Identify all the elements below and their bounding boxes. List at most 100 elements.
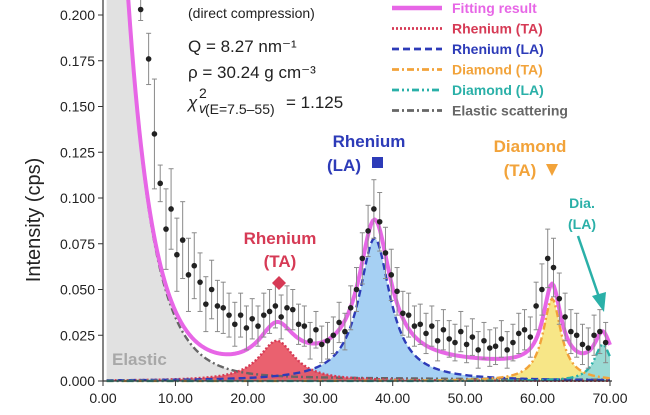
x-tick-label: 20.00 (230, 390, 265, 406)
info-line3: ρ = 30.24 g cm⁻³ (188, 63, 316, 82)
diamond-ta-fill (106, 298, 611, 381)
data-point (313, 326, 319, 333)
data-point (585, 345, 592, 351)
data-point (510, 339, 516, 346)
data-point (423, 330, 429, 337)
data-point (145, 56, 152, 62)
data-point (504, 347, 510, 353)
data-point (521, 326, 528, 333)
data-point (539, 286, 545, 293)
data-point (220, 305, 227, 311)
diamond-ta-triangle-marker (546, 164, 558, 176)
data-point (237, 312, 244, 318)
y-tick-label: 0.025 (60, 327, 95, 343)
info-chi-subscript: (E=7.5–55) (205, 101, 275, 117)
data-point (324, 337, 331, 344)
data-point (289, 306, 296, 313)
data-point (365, 228, 371, 234)
data-point (179, 237, 186, 243)
data-point (388, 272, 395, 278)
y-tick-label: 0.175 (60, 53, 95, 69)
data-point (347, 305, 354, 311)
data-point (382, 250, 389, 256)
data-point (376, 218, 383, 225)
data-point (527, 334, 534, 340)
data-point (463, 341, 470, 348)
data-point (203, 301, 209, 307)
data-point (481, 337, 487, 344)
data-point (400, 310, 406, 317)
y-tick-label: 0.150 (60, 99, 95, 115)
data-point (411, 323, 418, 329)
data-point (457, 328, 464, 335)
data-point (191, 262, 198, 269)
x-tick-label: 30.00 (303, 390, 338, 406)
label-diamond-la-2: (LA) (568, 216, 596, 232)
y-tick-label: 0.125 (60, 144, 95, 160)
data-point (249, 315, 256, 322)
info-line4: = 1.125 (286, 93, 343, 112)
data-point (492, 343, 499, 350)
x-tick-label: 50.00 (448, 390, 483, 406)
rhenium-ta-diamond-marker (272, 276, 286, 290)
data-point (185, 272, 192, 278)
data-point (157, 180, 164, 187)
diamond-la-arrow-shaft (576, 235, 602, 301)
data-point (568, 328, 574, 335)
data-point (405, 312, 412, 318)
data-point (336, 319, 342, 326)
x-tick-label: 10.00 (158, 390, 193, 406)
data-point (318, 341, 325, 348)
y-tick-label: 0.075 (60, 236, 95, 252)
data-point (550, 264, 557, 271)
data-point (330, 332, 337, 339)
data-point (137, 6, 144, 13)
data-point (359, 255, 366, 262)
info-line1: (direct compression) (188, 5, 315, 21)
rhenium-la-fill (106, 238, 611, 381)
data-point (591, 332, 597, 339)
fitting-result-curve (126, 0, 612, 361)
component-fills (106, 0, 611, 381)
data-point (533, 303, 539, 309)
fit-layer (126, 0, 612, 361)
label-elastic: Elastic (112, 350, 167, 369)
y-tick-label: 0.200 (60, 7, 95, 23)
y-tick-label: 0.050 (60, 282, 95, 298)
y-axis-label: Intensity (cps) (23, 158, 45, 282)
label-rhenium-la-1: Rhenium (333, 132, 406, 151)
x-axis-ticks: 0.00 10.00 20.00 30.00 40.00 50.00 60.00 70.00 (89, 381, 628, 406)
legend-label: Fitting result (452, 0, 537, 16)
legend-label: Diamond (TA) (452, 62, 543, 78)
data-point (208, 286, 215, 293)
data-point (295, 321, 302, 328)
data-point (272, 303, 279, 309)
data-point (278, 314, 284, 320)
info-chi-sup: 2 (199, 85, 207, 101)
data-point (163, 226, 169, 232)
y-tick-label: 0.100 (60, 190, 95, 206)
data-point (469, 334, 476, 340)
info-chi-sub: v (199, 100, 207, 116)
diamond-la-arrow-head (592, 292, 606, 312)
legend-label: Diamond (LA) (452, 82, 544, 98)
data-point (452, 339, 458, 346)
data-point (486, 345, 493, 351)
data-point (544, 255, 551, 262)
data-point (371, 206, 377, 212)
x-tick-label: 70.00 (592, 390, 627, 406)
data-point (307, 337, 313, 344)
x-tick-label: 0.00 (89, 390, 116, 406)
data-point (168, 206, 174, 212)
label-diamond-la-1: Dia. (569, 195, 595, 211)
data-point (214, 303, 221, 309)
annotations: Elastic Rhenium (TA) Rhenium (LA) Diamon… (112, 132, 606, 369)
data-points (137, 0, 609, 369)
data-point (417, 321, 424, 328)
data-point (597, 328, 603, 335)
label-rhenium-la-2: (LA) (327, 156, 361, 175)
label-diamond-ta-2: (TA) (504, 161, 537, 180)
legend-label: Rhenium (TA) (452, 21, 543, 37)
data-point (556, 295, 563, 302)
